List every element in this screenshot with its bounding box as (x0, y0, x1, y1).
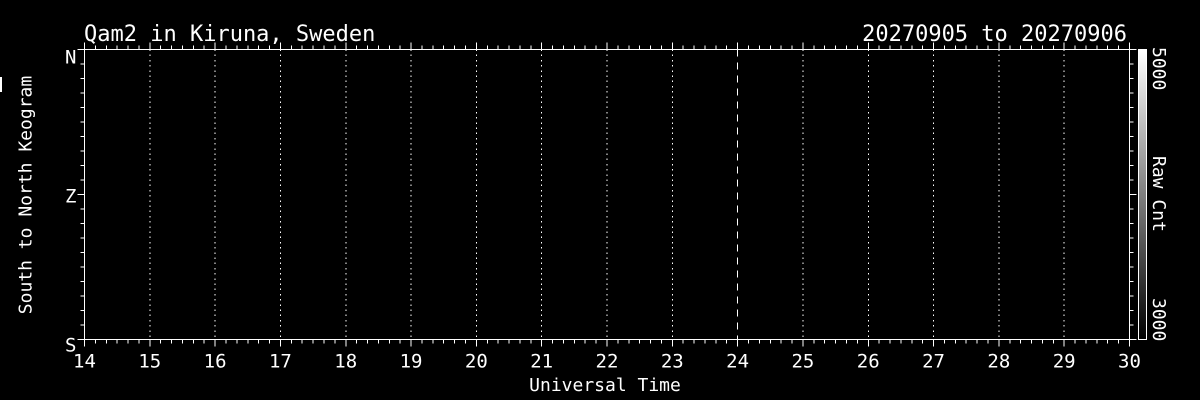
svg-text:24: 24 (726, 351, 749, 373)
svg-text:S: S (65, 335, 76, 357)
x-axis-title: Universal Time (529, 375, 681, 396)
y-tick-labels: N Z S (65, 47, 76, 357)
svg-text:16: 16 (204, 351, 227, 373)
y-axis-ticks (77, 49, 1137, 340)
gridlines (149, 49, 1065, 340)
x-axis-ticks (84, 42, 1130, 347)
colorbar-min-label: 3000 (1148, 297, 1169, 341)
chart-title: Qam2 in Kiruna, Sweden (84, 22, 376, 47)
stray-mark (0, 77, 2, 92)
svg-text:22: 22 (596, 351, 619, 373)
svg-text:26: 26 (857, 351, 880, 373)
svg-text:23: 23 (661, 351, 684, 373)
svg-text:28: 28 (987, 351, 1010, 373)
date-range-label: 20270905 to 20270906 (862, 22, 1127, 47)
svg-text:18: 18 (334, 351, 357, 373)
plot-border (84, 49, 1130, 340)
svg-text:21: 21 (530, 351, 553, 373)
colorbar-max-label: 5000 (1148, 47, 1169, 91)
svg-text:25: 25 (791, 351, 814, 373)
svg-text:27: 27 (922, 351, 945, 373)
svg-text:29: 29 (1053, 351, 1076, 373)
svg-text:30: 30 (1118, 351, 1141, 373)
svg-text:Z: Z (65, 186, 76, 208)
colorbar-gradient (1138, 49, 1147, 340)
x-tick-labels: 14 15 16 17 18 19 20 21 22 23 24 25 26 27 28 29 30 (73, 351, 1141, 373)
svg-text:20: 20 (465, 351, 488, 373)
svg-text:17: 17 (269, 351, 292, 373)
svg-text:N: N (65, 47, 76, 69)
colorbar-labels: 5000 Raw Cnt 3000 (1148, 47, 1169, 341)
svg-text:15: 15 (138, 351, 161, 373)
svg-text:19: 19 (400, 351, 423, 373)
svg-text:14: 14 (73, 351, 96, 373)
colorbar-title: Raw Cnt (1148, 156, 1169, 232)
